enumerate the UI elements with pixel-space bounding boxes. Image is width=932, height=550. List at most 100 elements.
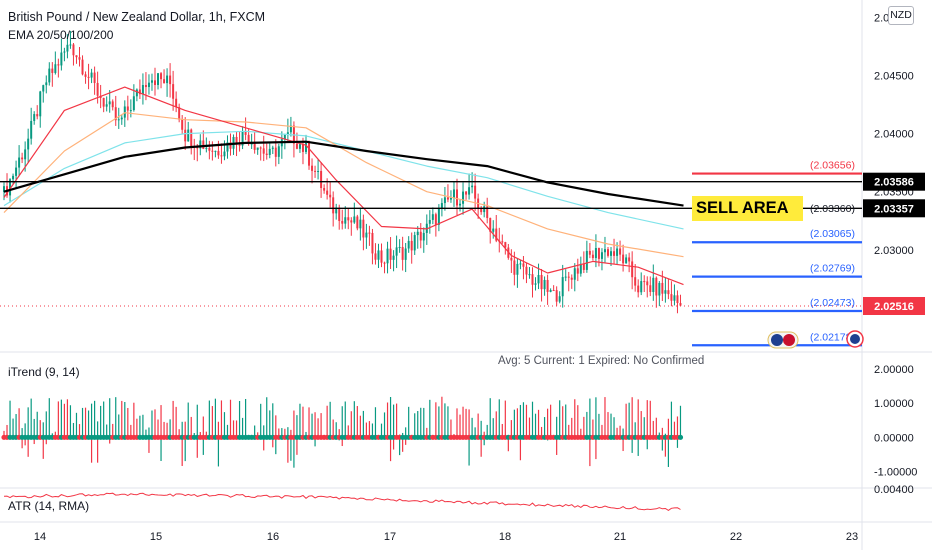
- candle-body: [350, 220, 353, 223]
- candle-body: [359, 219, 362, 229]
- candle-body: [649, 285, 652, 293]
- candle-body: [274, 147, 277, 157]
- candle-body: [108, 101, 111, 105]
- candle-body: [33, 114, 36, 121]
- status-readout: Avg: 5 Current: 1 Expired: No Confirmed: [498, 355, 705, 367]
- candle-body: [63, 51, 66, 53]
- candle-body: [338, 207, 341, 222]
- candle-body: [428, 219, 431, 224]
- candle-body: [664, 290, 667, 294]
- candle-body: [643, 281, 646, 283]
- candle-body: [9, 179, 12, 196]
- candle-body: [220, 155, 223, 157]
- time-tick-label: 16: [267, 531, 279, 543]
- candle-body: [567, 276, 570, 278]
- atr-line: [3, 492, 681, 512]
- candle-body: [229, 142, 232, 149]
- candle-body: [552, 290, 555, 292]
- candle-body: [413, 235, 416, 251]
- price-tag-label: 2.03357: [874, 203, 914, 215]
- candle-body: [211, 150, 214, 152]
- itrend-tick-label: 2.00000: [874, 364, 914, 376]
- candle-body: [289, 125, 292, 133]
- candle-body: [135, 89, 138, 97]
- time-tick-label: 15: [150, 531, 162, 543]
- fib-level-label: (2.03656): [810, 160, 855, 172]
- candle-body: [437, 209, 440, 225]
- candle-body: [36, 114, 39, 117]
- currency-badge[interactable]: NZD: [888, 6, 914, 25]
- candle-body: [295, 143, 298, 149]
- candle-body: [670, 294, 673, 301]
- candle-body: [679, 303, 682, 306]
- candle-body: [265, 153, 268, 155]
- candle-body: [480, 208, 483, 213]
- candle-body: [305, 142, 307, 152]
- candle-body: [335, 207, 338, 214]
- candle-body: [377, 250, 380, 260]
- candle-body: [610, 251, 613, 256]
- candle-body: [452, 189, 455, 198]
- candle-body: [238, 144, 241, 146]
- candle-body: [449, 197, 452, 200]
- candle-body: [105, 104, 108, 107]
- candle-body: [93, 72, 96, 83]
- candle-body: [489, 217, 492, 232]
- candle-body: [628, 257, 631, 262]
- candle-body: [329, 194, 332, 198]
- candle-body: [214, 150, 217, 152]
- candle-body: [585, 250, 588, 270]
- candle-body: [163, 79, 166, 84]
- candle-body: [12, 175, 15, 180]
- candle-body: [181, 119, 184, 130]
- candle-body: [45, 82, 48, 86]
- candle-body: [368, 232, 371, 234]
- candle-body: [640, 281, 643, 293]
- candle-body: [380, 250, 383, 263]
- candle-body: [495, 228, 498, 241]
- candle-body: [471, 185, 474, 188]
- candle-body: [154, 80, 156, 85]
- candle-body: [138, 89, 141, 95]
- candle-body: [634, 277, 637, 286]
- candle-body: [326, 190, 329, 195]
- time-tick-label: 23: [846, 531, 858, 543]
- candle-body: [160, 73, 163, 80]
- last-price-tag-label: 2.02516: [874, 301, 914, 313]
- candle-body: [407, 240, 410, 249]
- candle-body: [622, 254, 625, 264]
- candle-body: [42, 85, 45, 92]
- ema-20-line: [3, 86, 684, 286]
- candle-body: [256, 147, 259, 150]
- itrend-tick-label: 1.00000: [874, 398, 914, 410]
- candle-body: [365, 232, 368, 238]
- candle-body: [87, 76, 90, 78]
- candle-body: [513, 260, 516, 275]
- candle-body: [492, 228, 495, 232]
- candle-body: [483, 206, 486, 213]
- candle-body: [344, 217, 347, 224]
- candle-body: [24, 149, 27, 160]
- candle-body: [3, 186, 5, 192]
- fib-level-label: (2.02769): [810, 263, 855, 275]
- candle-body: [54, 64, 57, 73]
- last-price-tag: [863, 296, 925, 315]
- candle-body: [371, 232, 374, 254]
- candle-body: [576, 268, 579, 274]
- candle-body: [422, 232, 425, 241]
- candle-body: [132, 96, 135, 111]
- candle-body: [462, 191, 465, 204]
- candle-body: [175, 98, 178, 108]
- candle-body: [597, 248, 600, 259]
- candle-body: [540, 274, 543, 290]
- itrend-tick-label: -1.00000: [874, 467, 917, 479]
- candle-body: [60, 52, 63, 66]
- candle-body: [395, 247, 398, 256]
- candle-body: [558, 296, 561, 302]
- candle-body: [27, 138, 30, 150]
- candle-body: [410, 240, 413, 251]
- time-tick-label: 22: [730, 531, 742, 543]
- candle-body: [72, 44, 75, 56]
- ema-100-line: [3, 130, 684, 230]
